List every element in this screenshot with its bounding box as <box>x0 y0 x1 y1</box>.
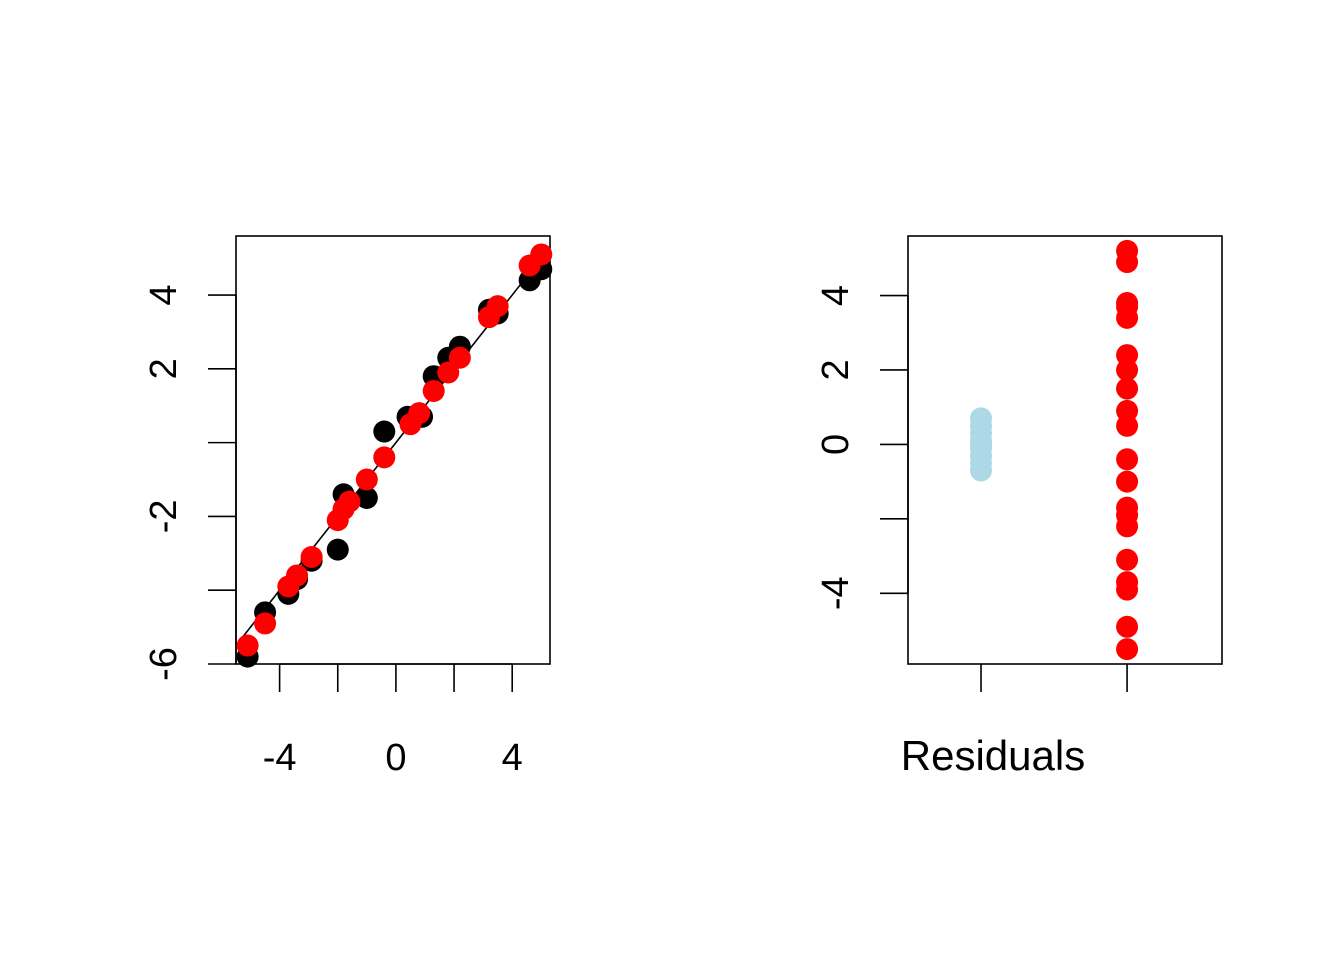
y-tick-label-right: 4 <box>815 285 857 306</box>
residual-point-group-2 <box>1116 414 1139 437</box>
x-axis-left: -4 0 4 <box>263 663 523 779</box>
scatter-point-series-2 <box>355 468 378 491</box>
x-axis-label-residuals: Residuals <box>901 732 1085 779</box>
x-tick-label-left: -4 <box>263 737 297 779</box>
scatter-point-series-1 <box>326 538 349 561</box>
y-tick-label-left: -2 <box>143 500 185 534</box>
x-tick-label-left: 4 <box>502 737 523 779</box>
residual-point-group-2 <box>1116 548 1139 571</box>
residual-point-group-2 <box>1116 377 1139 400</box>
scatter-point-series-2 <box>408 402 431 425</box>
residual-point-group-2 <box>1116 306 1139 329</box>
y-tick-label-left: -6 <box>143 647 185 681</box>
scatter-panel-left: -4 0 4 -6 -2 2 4 <box>143 235 553 779</box>
residual-point-group-2 <box>1116 515 1139 538</box>
scatter-point-series-2 <box>422 379 445 402</box>
scatter-point-series-2 <box>448 346 471 369</box>
residuals-panel-right: -4 0 2 4 Residuals <box>815 235 1223 779</box>
scatter-point-series-2 <box>236 634 259 657</box>
y-tick-label-right: -4 <box>815 576 857 610</box>
residual-point-group-2 <box>1116 638 1139 661</box>
residual-point-group-1 <box>970 407 993 430</box>
residual-point-group-2 <box>1116 615 1139 638</box>
y-tick-label-right: 2 <box>815 359 857 380</box>
scatter-point-series-2 <box>254 612 277 635</box>
x-tick-label-left: 0 <box>385 737 406 779</box>
y-tick-label-left: 2 <box>143 358 185 379</box>
residual-point-group-2 <box>1116 578 1139 601</box>
scatter-point-series-1 <box>355 486 378 509</box>
scatter-point-series-2 <box>530 243 553 266</box>
plot-frame-right <box>907 235 1223 665</box>
y-tick-label-left: 4 <box>143 284 185 305</box>
y-axis-left: -6 -2 2 4 <box>143 284 237 681</box>
residual-point-group-2 <box>1116 251 1139 274</box>
y-tick-label-right: 0 <box>815 434 857 455</box>
y-axis-right: -4 0 2 4 <box>815 285 909 610</box>
scatter-point-series-1 <box>373 420 396 443</box>
scatter-point-series-2 <box>437 361 460 384</box>
residual-point-group-2 <box>1116 470 1139 493</box>
residual-points <box>970 239 1139 661</box>
scatter-point-series-2 <box>286 564 309 587</box>
residual-point-group-2 <box>1116 358 1139 381</box>
scatter-points-left <box>236 243 553 668</box>
scatter-point-series-2 <box>300 546 323 568</box>
scatter-point-series-2 <box>486 295 509 318</box>
scatter-point-series-2 <box>338 490 361 513</box>
residual-point-group-2 <box>1116 448 1139 471</box>
x-axis-right <box>980 664 1128 692</box>
scatter-point-series-2 <box>373 446 396 469</box>
